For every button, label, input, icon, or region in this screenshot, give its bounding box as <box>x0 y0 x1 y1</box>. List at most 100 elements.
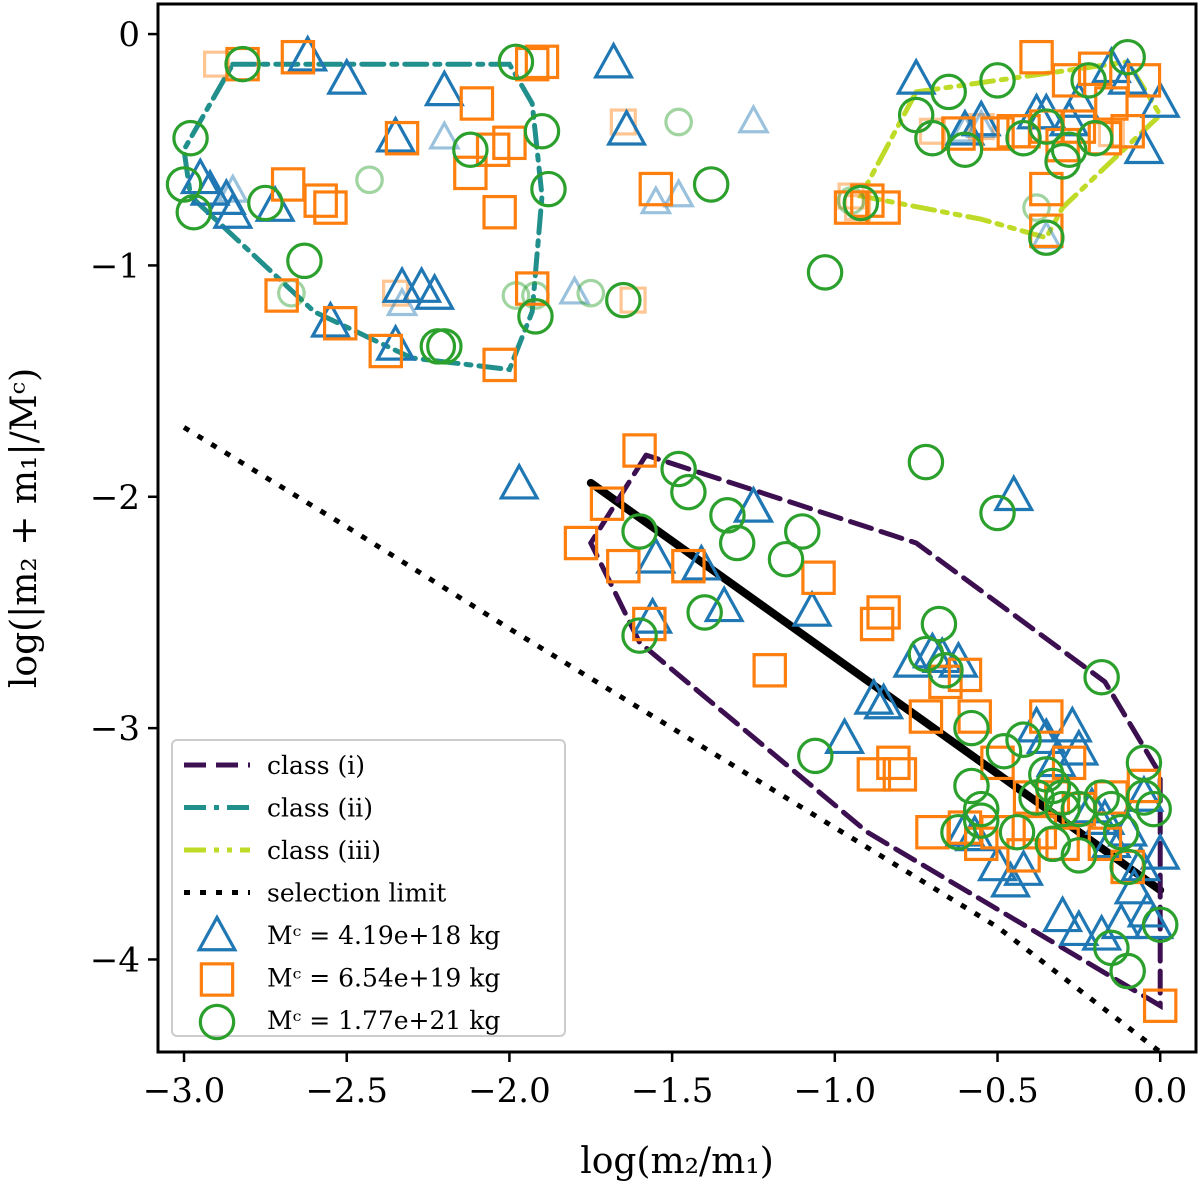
data-point-circle <box>523 112 561 150</box>
data-point-square <box>638 171 674 207</box>
x-axis-label: log(m₂/m₁) <box>580 1141 774 1182</box>
x-tick-label: −1.0 <box>794 1071 877 1111</box>
axis-layer: −3.0 −2.5 −2.0 −1.5 −1.0 −0.5 0.0 0 −1 −2 −3 −4 <box>90 15 1187 1111</box>
data-point-circle <box>914 119 951 157</box>
data-point-circle <box>946 131 984 169</box>
data-point-circle <box>530 170 567 208</box>
data-point-triangle <box>892 640 934 678</box>
legend-box <box>171 739 566 1037</box>
data-point-square <box>270 167 306 202</box>
legend-entry-4-label: Mᶜ = 4.19e+18 kg <box>267 921 500 950</box>
data-point-circle <box>1102 813 1140 851</box>
faded-point-triangle <box>737 103 770 134</box>
data-point-triangle <box>863 682 905 720</box>
data-point-circle <box>1109 848 1146 886</box>
data-point-triangle <box>635 536 677 574</box>
data-point-triangle <box>1058 908 1100 947</box>
legend: class (i) class (ii) class (iii) selection … <box>171 739 566 1041</box>
data-point-circle <box>930 73 967 111</box>
faded-point-square <box>609 108 637 136</box>
data-point-circle <box>1028 219 1065 256</box>
data-point-square <box>908 699 944 734</box>
data-point-triangle <box>703 584 745 623</box>
data-point-circle <box>660 450 697 488</box>
data-point-circle <box>692 166 730 203</box>
data-point-circle <box>686 594 723 631</box>
data-point-triangle <box>1042 894 1084 933</box>
y-tick-label: −2 <box>90 478 140 518</box>
data-point-square <box>1051 63 1087 98</box>
data-point-circle <box>962 802 1000 839</box>
faded-point-circle <box>1022 193 1051 222</box>
data-point-square <box>752 653 787 688</box>
data-point-circle <box>1005 721 1042 758</box>
data-point-circle <box>979 494 1016 532</box>
data-point-square <box>622 433 657 468</box>
data-point-triangle <box>414 272 456 310</box>
data-point-triangle <box>632 596 674 634</box>
faded-point-triangle <box>639 184 673 215</box>
data-point-square <box>303 183 338 218</box>
data-point-circle <box>1028 108 1065 145</box>
data-point-circle <box>172 119 209 157</box>
x-tick-label: −1.5 <box>631 1071 714 1111</box>
data-point-square <box>928 664 963 700</box>
data-point-circle <box>286 242 323 280</box>
data-point-circle <box>1083 779 1120 816</box>
data-point-square <box>957 699 992 734</box>
data-point-square <box>915 814 950 850</box>
data-point-circle <box>1044 143 1081 180</box>
data-point-circle <box>953 709 990 747</box>
data-point-circle <box>1034 825 1072 863</box>
data-point-circle <box>670 473 707 511</box>
x-tick-label: 0.0 <box>1133 1071 1187 1111</box>
data-point-square <box>1094 86 1129 121</box>
data-point-triangle <box>212 191 254 229</box>
legend-entry-3-label: selection limit <box>267 879 446 908</box>
data-point-circle <box>709 497 746 534</box>
data-point-circle <box>979 62 1016 99</box>
data-point-triangle <box>326 57 368 95</box>
data-point-circle <box>927 652 964 689</box>
data-point-triangle <box>381 265 423 303</box>
data-point-circle <box>1109 38 1146 76</box>
faded-point-circle <box>355 165 384 195</box>
data-point-triangle <box>592 41 635 79</box>
data-point-square <box>947 657 983 693</box>
line-class-ii- <box>181 61 545 373</box>
data-point-circle <box>497 43 535 81</box>
data-point-triangle <box>1139 832 1181 870</box>
data-point-circle <box>985 732 1023 770</box>
data-point-triangle <box>309 300 352 338</box>
data-point-circle <box>998 813 1036 851</box>
data-point-circle <box>920 605 958 643</box>
data-point-circle <box>1083 658 1120 696</box>
data-point-square <box>313 190 348 225</box>
data-point-circle <box>224 45 261 83</box>
data-point-circle <box>907 443 945 481</box>
data-point-square <box>368 333 404 369</box>
data-point-square <box>801 560 836 595</box>
data-point-triangle <box>1058 80 1100 118</box>
data-point-circle <box>1141 906 1179 944</box>
data-point-circle <box>797 737 834 775</box>
data-point-triangle <box>1139 80 1181 118</box>
data-point-triangle <box>824 716 866 755</box>
data-point-square <box>524 44 560 80</box>
x-tick-label: −3.0 <box>143 1071 226 1111</box>
data-point-triangle <box>606 108 648 146</box>
legend-entry-4-swatch <box>196 914 238 952</box>
y-tick-label: −3 <box>90 709 140 749</box>
data-point-circle <box>1060 837 1098 874</box>
data-point-triangle <box>374 323 417 361</box>
data-point-circle <box>175 193 213 231</box>
data-point-circle <box>517 298 554 335</box>
data-point-circle <box>1135 790 1172 828</box>
data-point-circle <box>1093 790 1130 828</box>
data-point-circle <box>621 513 658 550</box>
data-point-circle <box>1070 62 1107 99</box>
data-point-circle <box>842 184 880 222</box>
data-point-square <box>866 190 901 225</box>
data-point-circle <box>718 524 756 562</box>
